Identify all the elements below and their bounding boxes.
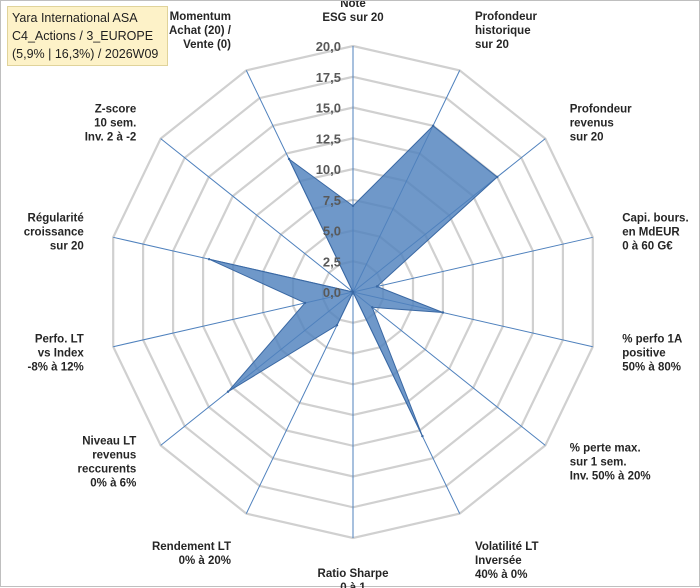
title-line-1: Yara International ASA xyxy=(12,11,138,25)
tick-label-5: 12,5 xyxy=(316,131,341,146)
tick-label-0: 0,0 xyxy=(323,285,341,300)
radar-axis-labels: Note ESG sur 20 Profondeur historique sur 20… xyxy=(24,1,689,588)
axis-spoke-4 xyxy=(352,236,593,293)
series-point-11 xyxy=(303,301,307,305)
axis-label-5: % perfo 1A positive 50% à 80% xyxy=(622,334,682,374)
series-point-13 xyxy=(351,290,355,294)
radar-tick-labels: 0,0 2,5 5,0 7,5 10,0 12,5 15,0 17,5 20,0 xyxy=(316,39,341,300)
title-line-2: C4_Actions / 3_EUROPE xyxy=(12,29,154,43)
axis-label-2: Profondeur historique sur 20 xyxy=(475,11,537,51)
axis-spoke-13 xyxy=(160,138,354,293)
axis-label-8: Ratio Sharpe 0 à 1 xyxy=(318,568,389,588)
tick-label-8: 20,0 xyxy=(316,39,341,54)
tick-label-4: 10,0 xyxy=(316,162,341,177)
series-point-5 xyxy=(441,311,445,314)
series-point-9 xyxy=(335,324,339,327)
axis-label-1: Note ESG sur 20 xyxy=(322,1,383,24)
axis-label-11: Perfo. LT vs Index -8% à 12% xyxy=(28,334,85,374)
axis-spoke-6 xyxy=(352,291,546,446)
tick-label-3: 7,5 xyxy=(323,193,341,208)
axis-label-7: Volatilité LT Inversée 40% à 0% xyxy=(475,541,538,581)
axis-label-6: % perte max. sur 1 sem. Inv. 50% à 20% xyxy=(570,443,651,483)
axis-label-9: Rendement LT 0% à 20% xyxy=(152,541,231,567)
axis-label-3: Profondeur revenus sur 20 xyxy=(570,103,632,143)
radar-series xyxy=(207,124,499,438)
axis-label-4: Capi. bours. en MdEUR 0 à 60 G€ xyxy=(622,213,688,253)
series-point-7 xyxy=(421,434,424,438)
series-point-3 xyxy=(496,175,499,179)
series-point-2 xyxy=(431,124,435,128)
series-point-6 xyxy=(371,306,374,309)
series-point-12 xyxy=(207,258,211,261)
series-point-14 xyxy=(287,157,291,161)
chart-title-box: Yara International ASA C4_Actions / 3_EU… xyxy=(7,6,168,66)
title-line-3: (5,9% | 16,3%) / 2026W09 xyxy=(12,47,159,61)
tick-label-1: 2,5 xyxy=(323,254,341,269)
tick-label-2: 5,0 xyxy=(323,224,341,239)
series-point-10 xyxy=(226,390,230,393)
axis-label-12: Régularité croissance sur 20 xyxy=(24,213,84,253)
axis-label-10: Niveau LT revenus reccurents 0% à 6% xyxy=(77,436,136,490)
axis-label-14: Momentum Achat (20) / Vente (0) xyxy=(169,11,232,51)
tick-label-6: 15,0 xyxy=(316,101,341,116)
axis-label-13: Z-score 10 sem. Inv. 2 à -2 xyxy=(85,103,137,143)
series-point-4 xyxy=(375,285,379,288)
tick-label-7: 17,5 xyxy=(316,70,341,85)
axis-spoke-9 xyxy=(245,291,354,514)
series-point-1 xyxy=(351,204,355,208)
